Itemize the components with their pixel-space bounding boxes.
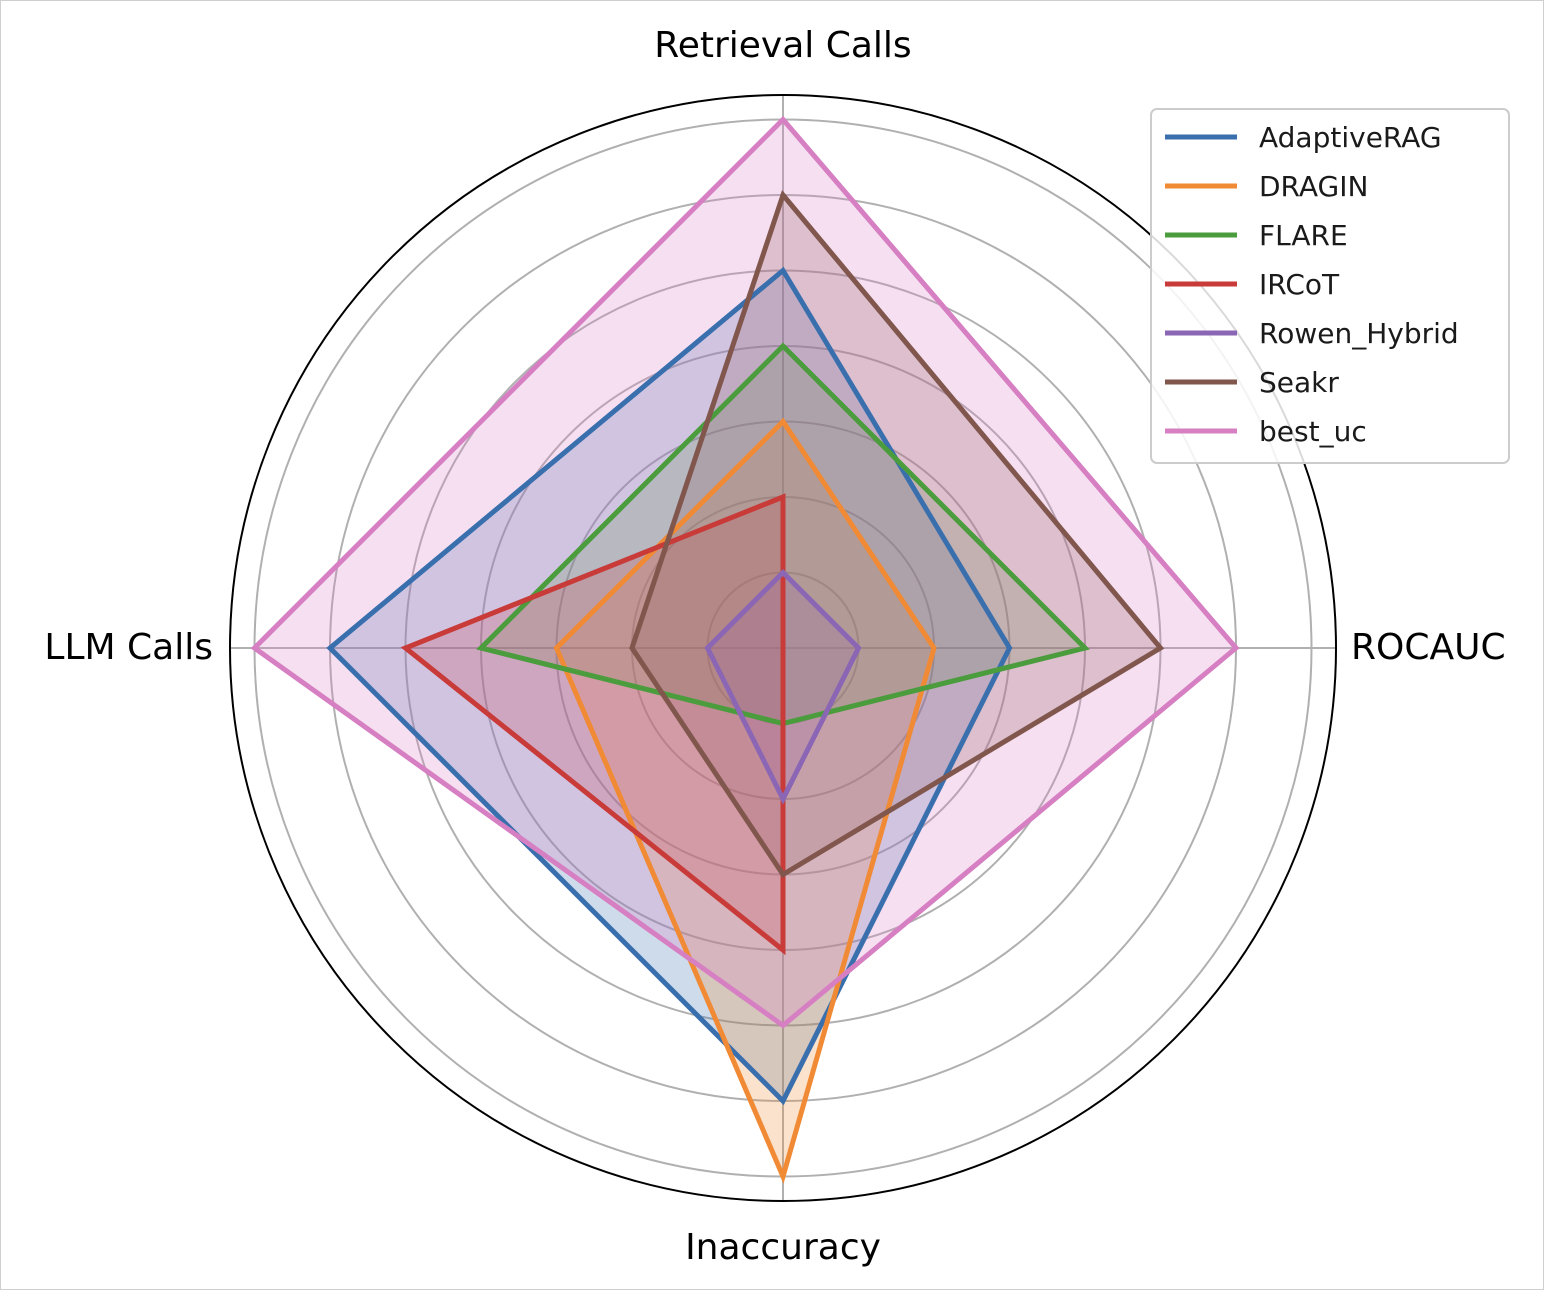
series-fill-best_uc	[254, 119, 1236, 1026]
legend-items: AdaptiveRAG DRAGIN FLARE IRCoT Rowen_Hybrid S…	[1165, 121, 1459, 448]
legend-label: DRAGIN	[1259, 170, 1368, 203]
legend-label: FLARE	[1259, 219, 1348, 252]
legend-label: Rowen_Hybrid	[1259, 317, 1459, 350]
series-line-ircot	[400, 493, 786, 956]
axis-label-retrieval-calls: Retrieval Calls	[654, 25, 911, 66]
series-line-adaptiverag	[326, 266, 1013, 1106]
series-lines	[250, 115, 1240, 1184]
series-line-best_uc	[250, 115, 1240, 1029]
series-line-rowen_hybrid	[704, 568, 862, 805]
axis-label-inaccuracy: Inaccuracy	[685, 1227, 881, 1268]
series-line-dragin	[553, 417, 937, 1184]
series-line-seakr	[629, 189, 1165, 878]
outer-frame-circle	[229, 94, 1337, 1202]
legend-label: AdaptiveRAG	[1259, 121, 1442, 154]
series-fills	[254, 119, 1236, 1177]
legend: AdaptiveRAG DRAGIN FLARE IRCoT Rowen_Hybrid S…	[1150, 108, 1510, 464]
axis-label-llm-calls: LLM Calls	[44, 627, 213, 668]
legend-label: best_uc	[1259, 415, 1367, 448]
axis-label-rocauc: ROCAUC	[1351, 627, 1506, 668]
series-fill-adaptiverag	[330, 270, 1010, 1101]
series-fill-dragin	[556, 421, 934, 1177]
legend-box	[1150, 108, 1510, 464]
legend-label: IRCoT	[1259, 268, 1340, 301]
legend-label: Seakr	[1259, 366, 1339, 399]
axis-labels: Retrieval Calls ROCAUC Inaccuracy LLM Ca…	[44, 25, 1505, 1268]
